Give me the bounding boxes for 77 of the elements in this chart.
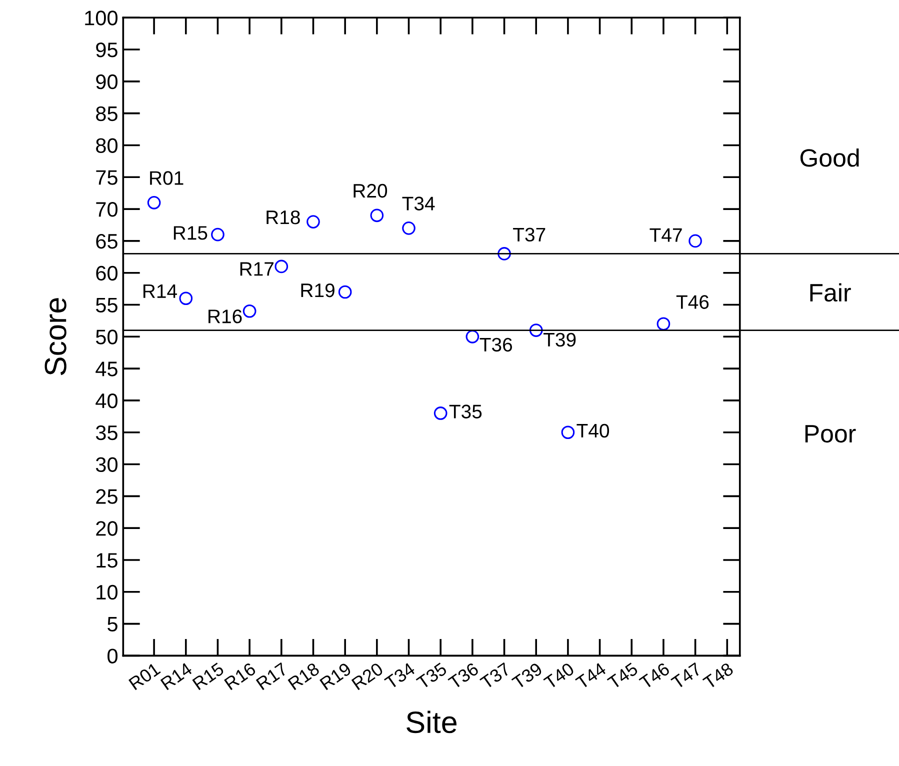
- x-tick-label: T34: [384, 662, 416, 690]
- point: [242, 304, 256, 318]
- point: [656, 317, 670, 331]
- text: Fair: [810, 283, 851, 302]
- x-tick-label: T46: [638, 662, 670, 690]
- annotation: R20: [354, 184, 388, 198]
- x-tick-label: R20: [351, 662, 384, 690]
- annotation: R17: [240, 262, 274, 276]
- y-tick-label: 60: [96, 266, 118, 281]
- x-axis-title: Site: [406, 710, 456, 734]
- x-tick-label: T44: [575, 662, 607, 690]
- point: [370, 208, 384, 222]
- point: [274, 260, 288, 274]
- y-tick-label: 80: [96, 138, 118, 153]
- annotation: T36: [480, 338, 512, 352]
- y-tick-label: 20: [96, 521, 118, 536]
- x-tick-label: T36: [448, 662, 480, 690]
- y-tick-label: 25: [96, 489, 118, 504]
- annotation: T39: [543, 332, 576, 347]
- x-tick-label: T37: [479, 662, 512, 690]
- x-tick-label: T47: [670, 662, 702, 690]
- y-tick-label: 55: [96, 298, 118, 313]
- y-tick-label: 40: [96, 393, 118, 408]
- x-tick-label: T45: [606, 662, 639, 690]
- y-tick-label: 90: [96, 74, 118, 90]
- point: [529, 324, 543, 337]
- y-tick-label: 65: [96, 234, 118, 249]
- point: [434, 406, 448, 420]
- y-tick-label: 10: [96, 584, 118, 600]
- annotation: R19: [301, 283, 334, 298]
- point: [561, 426, 575, 440]
- annotation: T47: [650, 228, 682, 242]
- y-tick-label: 75: [96, 170, 118, 185]
- annotation: T40: [576, 424, 610, 438]
- y-tick-label: 30: [96, 457, 118, 472]
- x-tick-label: T39: [511, 662, 544, 690]
- y-axis-title: Score: [44, 298, 66, 376]
- y-tick-label: 35: [96, 425, 118, 440]
- y-tick-label: 0: [108, 648, 118, 664]
- annotation: T46: [676, 295, 709, 309]
- point: [498, 247, 511, 260]
- x-tick-label: R16: [224, 662, 257, 690]
- y-tick-label: 95: [96, 42, 118, 58]
- y-tick-label: 15: [96, 553, 118, 568]
- y-tick-label: 85: [96, 106, 118, 122]
- point: [306, 215, 320, 228]
- annotation: T35: [449, 404, 482, 418]
- point: [402, 222, 416, 235]
- x-tick-label: R18: [288, 662, 320, 690]
- text: Good: [800, 148, 859, 167]
- annotation: R15: [174, 226, 208, 240]
- annotation: R14: [143, 284, 177, 298]
- y-tick-label: 100: [85, 10, 118, 26]
- point: [688, 234, 702, 248]
- x-tick-label: T40: [543, 662, 575, 690]
- point: [338, 285, 352, 299]
- x-tick-label: R17: [256, 662, 288, 690]
- annotation: R18: [266, 210, 300, 224]
- point: [466, 330, 480, 344]
- x-tick-label: T48: [702, 662, 734, 690]
- annotation: T34: [402, 196, 435, 210]
- point: [211, 228, 224, 242]
- x-tick-label: R19: [319, 662, 352, 690]
- y-tick-label: 70: [96, 202, 118, 217]
- y-tick-label: 5: [108, 617, 118, 632]
- x-tick-label: R14: [160, 662, 193, 690]
- point: [179, 292, 193, 306]
- x-tick-label: R15: [192, 662, 225, 690]
- x-tick-label: R01: [128, 662, 161, 690]
- y-tick-label: 45: [96, 362, 118, 376]
- annotation: R16: [208, 310, 242, 324]
- annotation: T37: [513, 228, 546, 242]
- point: [147, 196, 161, 210]
- text: Poor: [805, 425, 856, 443]
- x-tick-label: T35: [416, 662, 448, 690]
- y-tick-label: 50: [96, 330, 118, 344]
- annotation: R01: [150, 171, 184, 185]
